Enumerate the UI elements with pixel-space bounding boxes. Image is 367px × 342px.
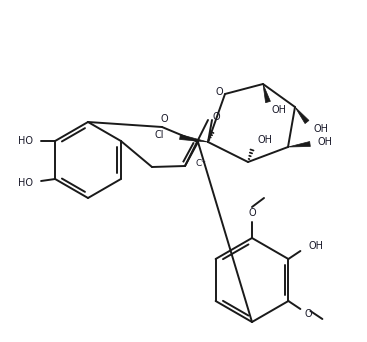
Text: OH: OH [308, 241, 323, 251]
Polygon shape [179, 134, 208, 142]
Text: HO: HO [18, 178, 33, 188]
Text: OH: OH [313, 124, 328, 134]
Text: O: O [248, 208, 256, 218]
Polygon shape [295, 107, 309, 123]
Text: OH: OH [258, 135, 273, 145]
Text: O: O [212, 112, 220, 122]
Text: C⁺: C⁺ [195, 158, 206, 168]
Text: OH: OH [318, 137, 333, 147]
Text: HO: HO [18, 136, 33, 146]
Text: O: O [160, 114, 168, 124]
Text: O: O [215, 87, 223, 97]
Polygon shape [288, 142, 310, 147]
Text: O: O [304, 309, 312, 319]
Text: Cl: Cl [155, 130, 164, 140]
Text: OH: OH [271, 105, 286, 115]
Polygon shape [263, 84, 270, 103]
